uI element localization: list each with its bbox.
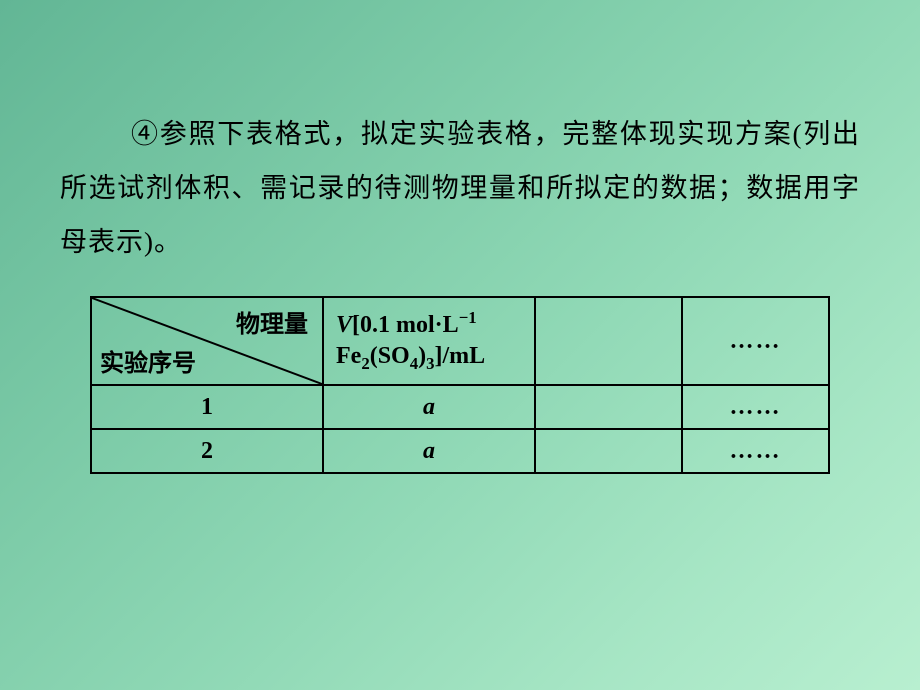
seq-cell: 2 xyxy=(91,429,323,473)
table-row: 2 a …… xyxy=(91,429,829,473)
value-cell: a xyxy=(323,429,535,473)
dots-cell: …… xyxy=(682,385,829,429)
paragraph-text: ④参照下表格式，拟定实验表格，完整体现实现方案(列出所选试剂体积、需记录的待测物… xyxy=(60,119,860,257)
blank-header-cell xyxy=(535,297,682,385)
table-container: 物理量 实验序号 V[0.1 mol·L−1 Fe2(SO4)3]/mL …… … xyxy=(60,296,860,474)
header-top-label: 物理量 xyxy=(236,304,308,339)
slide-content: ④参照下表格式，拟定实验表格，完整体现实现方案(列出所选试剂体积、需记录的待测物… xyxy=(0,0,920,474)
dots-header-cell: …… xyxy=(682,297,829,385)
blank-cell xyxy=(535,385,682,429)
chemical-formula: V[0.1 mol·L−1 Fe2(SO4)3]/mL xyxy=(324,301,534,381)
seq-cell: 1 xyxy=(91,385,323,429)
value-cell: a xyxy=(323,385,535,429)
table-row: 1 a …… xyxy=(91,385,829,429)
table-header-row: 物理量 实验序号 V[0.1 mol·L−1 Fe2(SO4)3]/mL …… xyxy=(91,297,829,385)
experiment-table: 物理量 实验序号 V[0.1 mol·L−1 Fe2(SO4)3]/mL …… … xyxy=(90,296,830,474)
dots-cell: …… xyxy=(682,429,829,473)
header-bottom-label: 实验序号 xyxy=(100,343,196,378)
blank-cell xyxy=(535,429,682,473)
formula-header-cell: V[0.1 mol·L−1 Fe2(SO4)3]/mL xyxy=(323,297,535,385)
diagonal-header-cell: 物理量 实验序号 xyxy=(91,297,323,385)
instruction-paragraph: ④参照下表格式，拟定实验表格，完整体现实现方案(列出所选试剂体积、需记录的待测物… xyxy=(60,107,860,269)
